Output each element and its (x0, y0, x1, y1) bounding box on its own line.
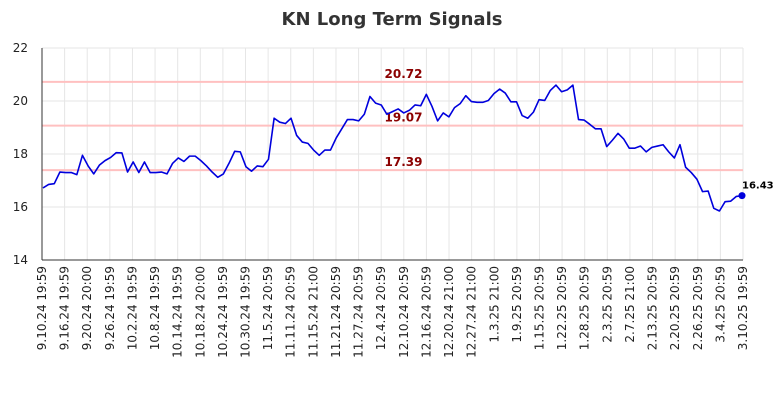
x-tick-label: 11.21.24 20:59 (329, 266, 343, 358)
x-tick-label: 9.26.24 19:59 (103, 266, 117, 350)
y-tick-label: 14 (13, 253, 28, 267)
x-tick-label: 2.7.25 21:00 (623, 266, 637, 343)
x-tick-label: 12.4.24 20:59 (374, 266, 388, 350)
series: 16.43 (42, 84, 774, 212)
x-tick-label: 3.10.25 19:59 (736, 266, 750, 350)
x-tick-label: 10.30.24 19:59 (239, 266, 253, 358)
axes (41, 48, 743, 261)
x-tick-label: 2.20.25 20:59 (668, 266, 682, 350)
x-tick-label: 11.5.24 20:59 (261, 266, 275, 350)
x-tick-label: 1.22.25 20:59 (555, 266, 569, 350)
reference-line-label: 20.72 (385, 67, 423, 81)
x-tick-label: 11.11.24 20:59 (284, 266, 298, 358)
x-tick-label: 9.16.24 19:59 (58, 266, 72, 350)
x-tick-label: 1.15.25 20:59 (532, 266, 546, 350)
x-tick-label: 11.15.24 21:00 (306, 266, 320, 358)
x-tick-label: 1.9.25 20:59 (510, 266, 524, 343)
x-tick-label: 10.2.24 19:59 (125, 266, 139, 350)
price-line (42, 84, 743, 212)
x-tick-label: 10.8.24 19:59 (148, 266, 162, 350)
x-tick-label: 2.26.25 20:59 (691, 266, 705, 350)
reference-line-label: 19.07 (385, 111, 423, 125)
x-tick-label: 12.20.24 21:00 (442, 266, 456, 358)
last-value-label: 16.43 (742, 181, 774, 192)
x-tick-label: 1.28.25 20:59 (578, 266, 592, 350)
reference-line-label: 17.39 (385, 155, 423, 169)
x-tick-label: 12.10.24 20:59 (397, 266, 411, 358)
x-tick-label: 10.14.24 19:59 (171, 266, 185, 358)
x-tick-label: 2.13.25 20:59 (646, 266, 660, 350)
y-tick-labels: 14 16 18 20 22 (13, 41, 28, 267)
x-tick-label: 12.27.24 21:00 (465, 266, 479, 358)
y-tick-label: 16 (13, 200, 28, 214)
x-tick-label: 10.18.24 20:00 (193, 266, 207, 358)
last-point-marker (738, 192, 746, 200)
x-tick-labels: 9.10.24 19:59 9.16.24 19:59 9.20.24 20:00 9… (35, 266, 750, 358)
x-tick-label: 12.16.24 20:59 (419, 266, 433, 358)
reference-lines: 20.72 19.07 17.39 (42, 67, 743, 172)
y-tick-label: 20 (13, 94, 28, 108)
x-tick-label: 9.10.24 19:59 (35, 266, 49, 350)
x-tick-label: 3.4.25 20:59 (713, 266, 727, 343)
x-tick-label: 11.27.24 20:59 (352, 266, 366, 358)
x-tick-label: 10.24.24 19:59 (216, 266, 230, 358)
y-tick-label: 18 (13, 147, 28, 161)
x-tick-label: 2.3.25 20:59 (600, 266, 614, 343)
y-tick-label: 22 (13, 41, 28, 55)
chart-title: KN Long Term Signals (282, 9, 503, 30)
x-tick-label: 9.20.24 20:00 (80, 266, 94, 350)
x-tick-label: 1.3.25 21:00 (487, 266, 501, 343)
